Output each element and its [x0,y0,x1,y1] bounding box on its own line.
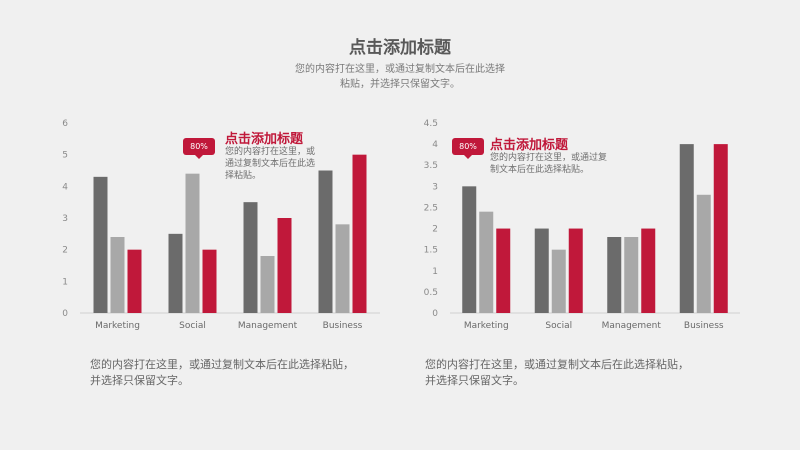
right-chart-category-label: Management [602,321,662,331]
left-caption-line-2: 并选择只保留文字。 [90,374,189,387]
left-chart-ytick-label: 4 [62,182,68,192]
right-chart-bar [568,228,583,313]
right-chart-category-label: Business [684,321,724,331]
right-chart-ytick-label: 1.5 [424,246,438,256]
right-chart-ytick-label: 0.5 [424,288,438,298]
left-chart-bar [127,249,142,313]
left-chart-bar [277,218,292,313]
right-chart-bar [713,144,728,313]
left-chart-bar [168,233,183,313]
left-chart-ytick-label: 2 [62,246,68,256]
left-chart-ytick-label: 0 [62,309,68,319]
subtitle-line-1: 您的内容打在这里，或通过复制文本后在此选择 [295,64,505,75]
left-chart-bar [93,176,108,313]
left-chart-annotation-text: 您的内容打在这里，或 通过复制文本后在此选 择粘贴。 [225,146,315,182]
right-chart-bar [679,144,694,313]
left-chart-category-label: Business [323,321,363,331]
left-chart-ytick-label: 6 [62,119,68,129]
left-chart-category-label: Management [238,321,298,331]
right-caption: 您的内容打在这里，或通过复制文本后在此选择粘贴， 并选择只保留文字。 [425,357,689,389]
left-caption: 您的内容打在这里，或通过复制文本后在此选择粘贴， 并选择只保留文字。 [90,357,354,389]
left-chart-category-label: Social [179,321,206,331]
left-annotation-line-1: 您的内容打在这里，或 [225,147,316,157]
right-chart-ytick-label: 0 [432,309,438,319]
left-chart-ytick-label: 1 [62,277,68,287]
left-chart-annotation-title: 点击添加标题 [225,132,304,147]
left-chart-category-label: Marketing [95,321,140,331]
right-chart-bar [696,194,711,313]
right-chart-percent-badge: 80% [452,138,484,159]
left-annotation-line-2: 通过复制文本后在此选 [225,159,316,169]
left-chart-bar [260,256,275,313]
right-chart-annotation-text: 您的内容打在这里，或通过复 制文本后在此选择粘贴。 [490,152,607,176]
right-caption-line-2: 并选择只保留文字。 [425,374,524,387]
page-title: 点击添加标题 [349,38,451,58]
right-chart-bar [534,228,549,313]
right-chart-ytick-label: 3.5 [424,161,438,171]
left-chart-ytick-label: 5 [62,151,68,161]
right-chart-bar [641,228,656,313]
left-chart-bar [318,170,333,313]
right-chart-bar [624,237,639,313]
subtitle-line-2: 粘贴，并选择只保留文字。 [340,79,460,90]
right-chart-category-label: Social [545,321,572,331]
right-chart-bar [551,249,566,313]
right-chart-ytick-label: 2 [432,225,438,235]
right-chart-bar [607,237,622,313]
right-chart-ytick-label: 3 [432,182,438,192]
right-chart-ytick-label: 4 [432,140,438,150]
right-caption-line-1: 您的内容打在这里，或通过复制文本后在此选择粘贴， [425,358,689,371]
right-chart-annotation-title: 点击添加标题 [490,138,569,153]
left-chart-bar [352,154,367,313]
left-chart-bar [243,202,258,313]
right-chart-ytick-label: 1 [432,267,438,277]
left-caption-line-1: 您的内容打在这里，或通过复制文本后在此选择粘贴， [90,358,354,371]
left-chart-bar [185,173,200,313]
right-chart-ytick-label: 2.5 [424,203,438,213]
left-chart-ytick-label: 3 [62,214,68,224]
right-annotation-line-1: 您的内容打在这里，或通过复 [490,153,608,163]
left-chart-percent-badge: 80% [183,138,215,159]
right-annotation-line-2: 制文本后在此选择粘贴。 [490,165,590,175]
right-chart-category-label: Marketing [464,321,509,331]
right-chart-bar [496,228,511,313]
right-chart-bar [479,211,494,313]
left-chart-bar [335,224,350,313]
left-chart-bar [110,237,125,313]
left-annotation-line-3: 择粘贴。 [225,171,262,181]
left-chart-bar [202,249,217,313]
right-chart-ytick-label: 4.5 [424,119,438,129]
page-subtitle: 您的内容打在这里，或通过复制文本后在此选择 粘贴，并选择只保留文字。 [260,62,540,92]
right-chart-bar [462,186,477,313]
